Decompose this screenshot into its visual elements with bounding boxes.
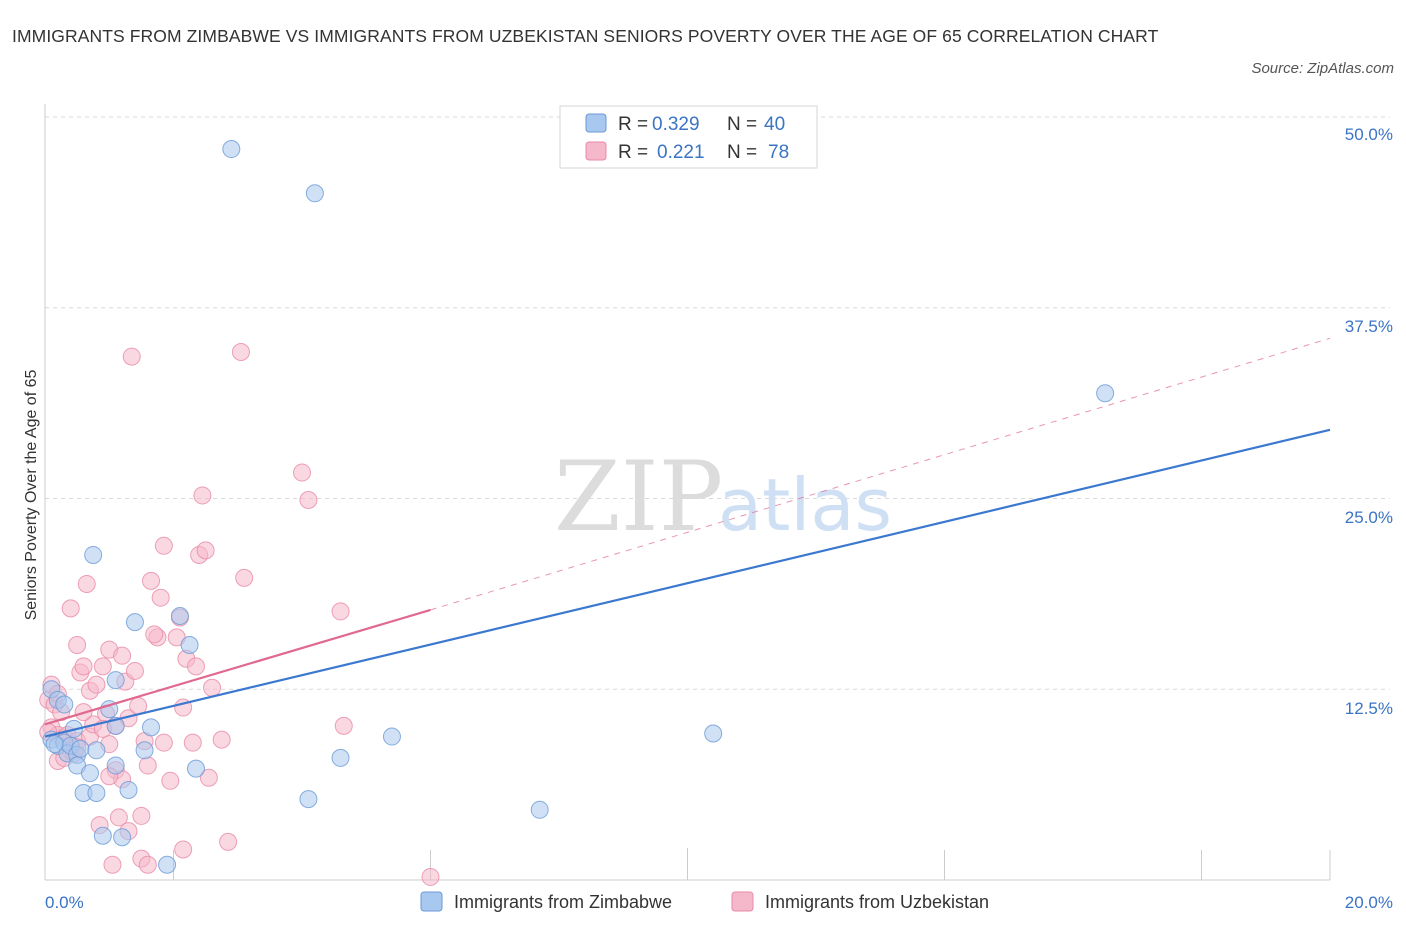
point-uzbekistan bbox=[74, 657, 93, 676]
point-uzbekistan bbox=[77, 574, 96, 593]
point-zimbabwe bbox=[382, 727, 401, 746]
y-tick-label: 50.0% bbox=[1345, 125, 1393, 144]
point-zimbabwe bbox=[87, 784, 106, 803]
point-uzbekistan bbox=[109, 808, 128, 827]
legend-r-label: R = bbox=[618, 114, 648, 135]
point-uzbekistan bbox=[154, 536, 173, 555]
point-zimbabwe bbox=[71, 739, 90, 758]
point-zimbabwe bbox=[45, 735, 64, 754]
point-zimbabwe bbox=[1096, 384, 1115, 403]
trend-lines bbox=[44, 337, 1331, 738]
point-zimbabwe bbox=[158, 855, 177, 874]
point-zimbabwe bbox=[299, 790, 318, 809]
bottom-legend-swatch-uzbekistan bbox=[731, 891, 754, 912]
point-zimbabwe bbox=[180, 635, 199, 654]
point-uzbekistan bbox=[154, 733, 173, 752]
point-uzbekistan bbox=[87, 675, 106, 694]
point-uzbekistan bbox=[421, 867, 440, 886]
bottom-legend-label-uzbekistan: Immigrants from Uzbekistan bbox=[765, 892, 989, 912]
point-uzbekistan bbox=[199, 768, 218, 787]
point-uzbekistan bbox=[186, 657, 205, 676]
y-tick-label: 37.5% bbox=[1345, 317, 1393, 336]
point-zimbabwe bbox=[106, 756, 125, 775]
y-tick-label: 25.0% bbox=[1345, 508, 1393, 527]
point-zimbabwe bbox=[113, 828, 132, 847]
point-zimbabwe bbox=[80, 764, 99, 783]
point-uzbekistan bbox=[93, 657, 112, 676]
point-zimbabwe bbox=[222, 140, 241, 159]
point-zimbabwe bbox=[530, 800, 549, 819]
point-zimbabwe bbox=[331, 748, 350, 767]
y-axis-label: Seniors Poverty Over the Age of 65 bbox=[23, 370, 40, 621]
point-zimbabwe bbox=[142, 718, 161, 737]
point-uzbekistan bbox=[293, 463, 311, 482]
point-zimbabwe bbox=[55, 695, 74, 714]
point-uzbekistan bbox=[212, 730, 231, 749]
x-tick-label: 0.0% bbox=[45, 893, 84, 912]
tick-labels: 12.5% 25.0% 37.5% 50.0% 0.0% 20.0% bbox=[45, 125, 1393, 912]
point-uzbekistan bbox=[151, 588, 170, 607]
legend-swatch-zimbabwe bbox=[585, 113, 607, 133]
point-uzbekistan bbox=[219, 832, 238, 851]
point-uzbekistan bbox=[142, 571, 161, 590]
point-zimbabwe bbox=[125, 613, 144, 632]
legend-n-value: 78 bbox=[768, 142, 789, 163]
point-uzbekistan bbox=[68, 635, 87, 654]
point-zimbabwe bbox=[106, 671, 125, 690]
point-uzbekistan bbox=[196, 541, 215, 560]
point-zimbabwe bbox=[135, 741, 154, 760]
watermark-atlas: atlas bbox=[718, 463, 892, 547]
point-uzbekistan bbox=[203, 678, 222, 697]
legend-r-label: R = bbox=[618, 142, 648, 163]
bottom-legend-label-zimbabwe: Immigrants from Zimbabwe bbox=[454, 892, 672, 912]
point-zimbabwe bbox=[119, 780, 138, 799]
point-uzbekistan bbox=[138, 855, 157, 874]
point-zimbabwe bbox=[704, 724, 723, 743]
point-uzbekistan bbox=[231, 343, 250, 362]
legend-n-label: N = bbox=[727, 142, 757, 163]
point-zimbabwe bbox=[87, 741, 106, 760]
point-zimbabwe bbox=[170, 607, 189, 626]
point-uzbekistan bbox=[299, 491, 318, 510]
source-label: Source: ZipAtlas.com bbox=[1251, 60, 1394, 77]
point-uzbekistan bbox=[103, 855, 122, 874]
point-uzbekistan bbox=[183, 733, 202, 752]
legend-swatch-uzbekistan bbox=[585, 141, 607, 161]
point-uzbekistan bbox=[125, 661, 144, 680]
point-uzbekistan bbox=[334, 716, 353, 735]
trend-line-uzbekistan-extended bbox=[430, 337, 1331, 611]
grid-lines bbox=[45, 116, 1390, 690]
stats-legend: R = 0.329 N = 40 R = 0.221 N = 78 bbox=[559, 105, 818, 169]
point-uzbekistan bbox=[138, 756, 157, 775]
legend-r-value: 0.221 bbox=[657, 142, 705, 163]
point-uzbekistan bbox=[235, 568, 254, 587]
trend-line-zimbabwe bbox=[44, 428, 1331, 738]
legend-n-label: N = bbox=[727, 114, 757, 135]
point-uzbekistan bbox=[132, 806, 151, 825]
point-uzbekistan bbox=[161, 771, 180, 790]
legend-n-value: 40 bbox=[764, 114, 785, 135]
x-tick-label: 20.0% bbox=[1345, 893, 1393, 912]
point-uzbekistan bbox=[174, 840, 193, 859]
point-uzbekistan bbox=[61, 599, 80, 618]
y-tick-label: 12.5% bbox=[1345, 699, 1393, 718]
point-uzbekistan bbox=[145, 625, 164, 644]
chart-title: IMMIGRANTS FROM ZIMBABWE VS IMMIGRANTS F… bbox=[12, 26, 1159, 46]
legend-r-value: 0.329 bbox=[652, 114, 700, 135]
point-uzbekistan bbox=[113, 646, 132, 665]
trend-line-uzbekistan bbox=[44, 608, 431, 726]
point-zimbabwe bbox=[186, 759, 205, 778]
point-zimbabwe bbox=[305, 184, 324, 203]
point-zimbabwe bbox=[93, 826, 112, 845]
bottom-legend-swatch-zimbabwe bbox=[420, 891, 443, 912]
axes bbox=[44, 104, 1331, 881]
point-uzbekistan bbox=[122, 347, 141, 366]
point-uzbekistan bbox=[193, 486, 212, 505]
point-zimbabwe bbox=[84, 545, 103, 564]
watermark-zip: ZIP bbox=[554, 441, 723, 553]
point-uzbekistan bbox=[331, 602, 350, 621]
series-legend: Immigrants from Zimbabwe Immigrants from… bbox=[420, 891, 989, 912]
